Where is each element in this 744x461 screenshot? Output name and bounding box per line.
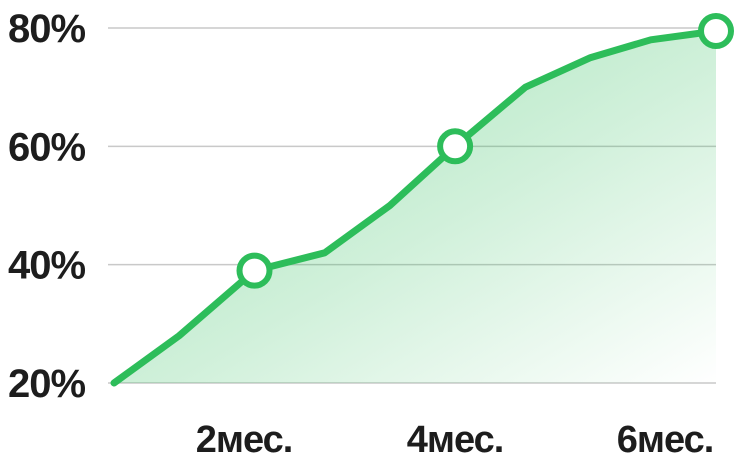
y-tick-label: 80% [8, 7, 85, 51]
area-fill-layer [114, 31, 716, 383]
data-point-marker [698, 13, 734, 49]
series-line-layer [110, 27, 720, 387]
y-tick-label: 20% [8, 362, 85, 406]
y-tick-label: 60% [8, 125, 85, 169]
x-tick-label: 2мес. [196, 419, 293, 461]
x-axis-labels: 2мес. 4мес. 6мес. [196, 419, 715, 461]
x-tick-label: 4мес. [407, 419, 504, 461]
data-point-marker [437, 128, 474, 165]
y-tick-label: 40% [8, 244, 85, 288]
y-axis-labels: 20% 40% 60% 80% [8, 7, 86, 406]
x-tick-label: 6мес. [617, 419, 714, 461]
marker-layer [236, 13, 734, 289]
series-line [110, 27, 720, 387]
series-area [114, 31, 716, 383]
data-point-marker [236, 252, 273, 289]
